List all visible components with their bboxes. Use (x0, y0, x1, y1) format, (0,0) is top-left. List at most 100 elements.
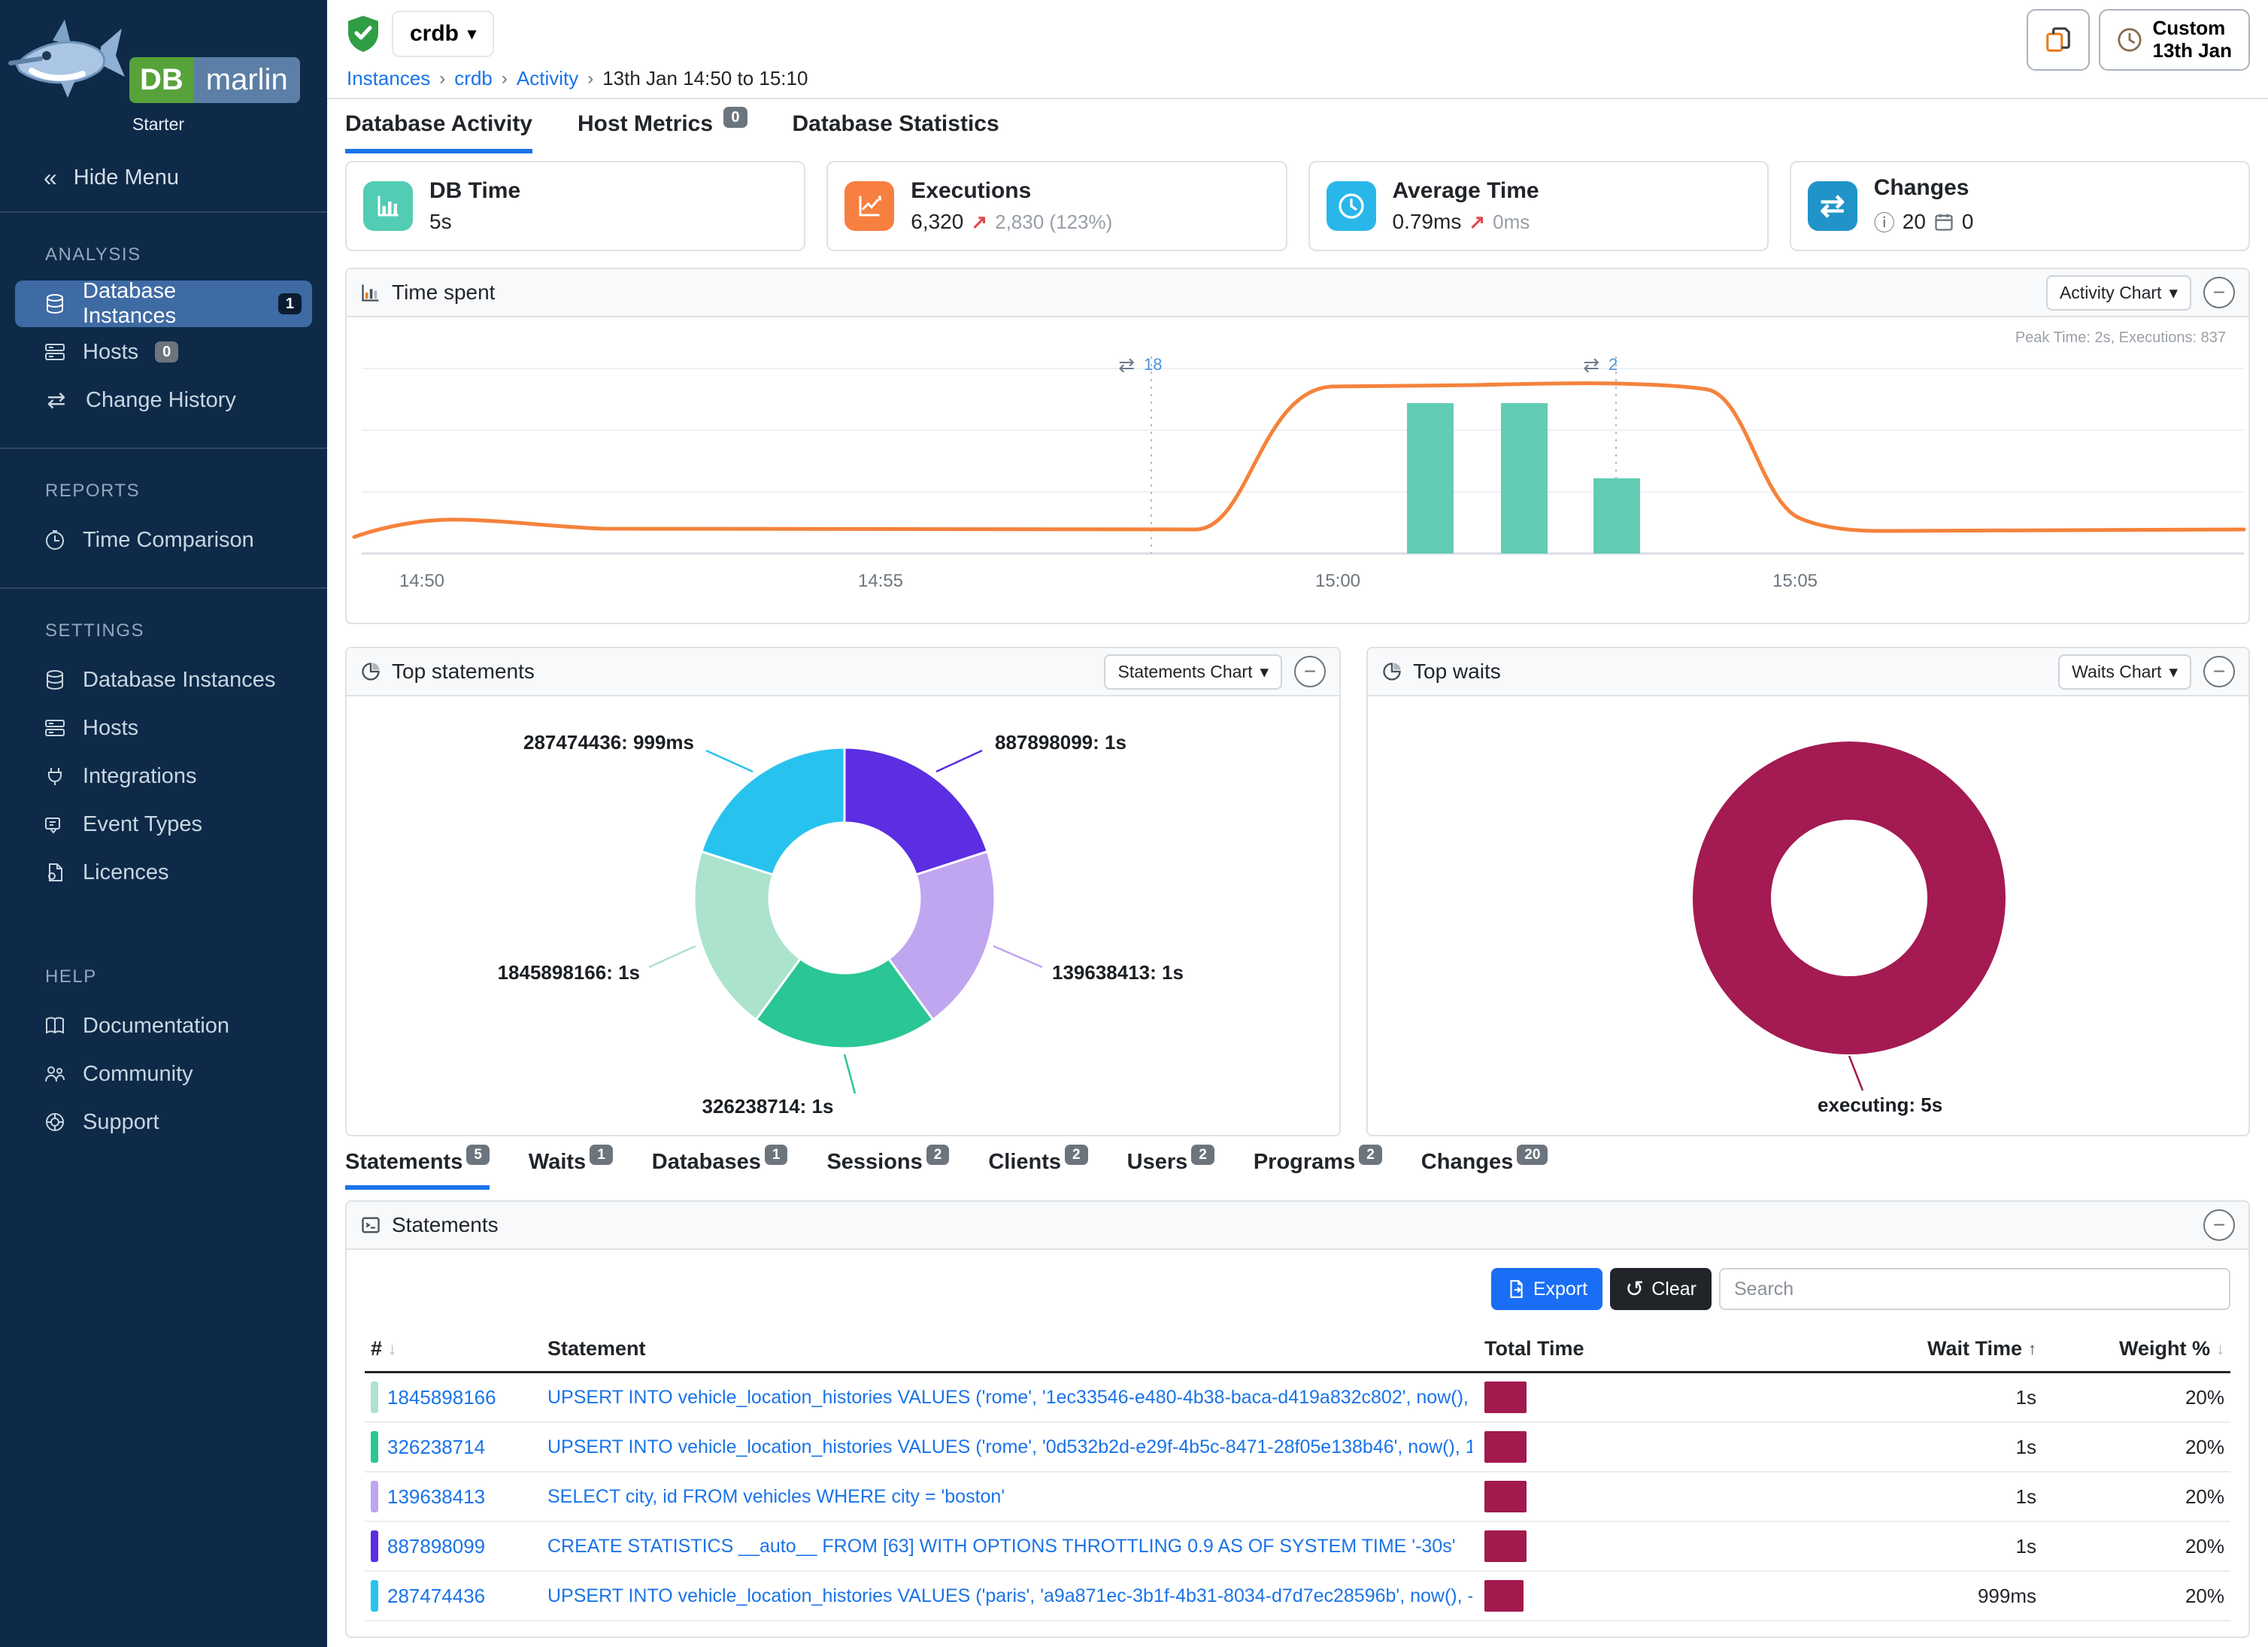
table-row: 287474436 (365, 1572, 541, 1621)
tab-statements[interactable]: Statements 5 (345, 1145, 490, 1190)
sidebar-item-settings-database-instances[interactable]: Database Instances (15, 657, 312, 703)
sidebar-item-documentation[interactable]: Documentation (15, 1002, 312, 1049)
tab-databases[interactable]: Databases 1 (652, 1145, 788, 1185)
instance-selector[interactable]: crdb ▾ (392, 11, 495, 57)
statements-icon (362, 1217, 380, 1233)
statement-id-link[interactable]: 139638413 (387, 1485, 486, 1508)
donut-slice[interactable] (693, 850, 802, 1021)
statement-id-link[interactable]: 887898099 (387, 1534, 486, 1558)
total-time-cell (1478, 1473, 1802, 1522)
activity-chart-select[interactable]: Activity Chart ▾ (2045, 274, 2191, 311)
section-title: ANALYSIS (45, 244, 141, 265)
sidebar-item-settings-hosts[interactable]: Hosts (15, 705, 312, 751)
tab-programs[interactable]: Programs 2 (1254, 1145, 1382, 1185)
tab-database-activity[interactable]: Database Activity (345, 111, 532, 153)
waits-chart-select[interactable]: Waits Chart ▾ (2058, 654, 2191, 690)
logo-wordmark: DB marlin (129, 57, 300, 103)
statement-link[interactable]: SELECT city, id FROM vehicles WHERE city… (547, 1485, 1005, 1507)
activity-bar[interactable] (1593, 478, 1640, 554)
time-range-button[interactable]: Custom 13th Jan (2098, 9, 2250, 71)
change-marker-count[interactable]: 18 (1144, 355, 1162, 374)
database-icon (47, 294, 63, 314)
sidebar-item-event-types[interactable]: Event Types (15, 801, 312, 848)
time-spent-chart: ⇄ 18 ⇄ 2 14:50 14:55 15:00 15:05 (352, 353, 2246, 591)
change-marker-icon[interactable]: ⇄ (1118, 353, 1135, 376)
pie-chart-icon (362, 663, 380, 681)
sidebar-item-community[interactable]: Community (15, 1051, 312, 1097)
sidebar-item-licences[interactable]: Licences (15, 849, 312, 896)
sidebar-item-time-comparison[interactable]: Time Comparison (15, 517, 312, 563)
total-time-bar (1484, 1431, 1527, 1463)
tab-clients[interactable]: Clients 2 (988, 1145, 1088, 1185)
total-time-cell (1478, 1572, 1802, 1621)
tab-users[interactable]: Users 2 (1127, 1145, 1214, 1185)
statement-id-link[interactable]: 287474436 (387, 1584, 486, 1607)
export-button[interactable]: Export (1490, 1268, 1603, 1310)
statement-id-link[interactable]: 326238714 (387, 1435, 486, 1458)
sidebar-item-hosts[interactable]: Hosts 0 (15, 329, 312, 375)
server-icon (45, 344, 65, 360)
statement-link[interactable]: UPSERT INTO vehicle_location_histories V… (547, 1386, 1472, 1408)
tab-changes[interactable]: Changes 20 (1421, 1145, 1548, 1185)
label-leader (1848, 1055, 1864, 1091)
delta-value: 0ms (1493, 210, 1530, 233)
section-title: HELP (45, 966, 97, 987)
change-marker-count[interactable]: 2 (1609, 355, 1618, 374)
card-changes: ⇄ Changes ⓘ 20 0 (1789, 161, 2250, 251)
column-header-wait-time[interactable]: Wait Time ↑ (1802, 1327, 2042, 1373)
sort-icon: ↓ (2216, 1339, 2224, 1358)
statement-link[interactable]: UPSERT INTO vehicle_location_histories V… (547, 1585, 1472, 1606)
donut-slice[interactable] (843, 746, 990, 876)
tab-badge: 5 (466, 1145, 490, 1165)
breadcrumb-activity[interactable]: Activity (516, 67, 579, 89)
tab-badge: 2 (1065, 1145, 1088, 1165)
sidebar-item-database-instances[interactable]: Database Instances 1 (15, 279, 312, 328)
weight-cell: 20% (2042, 1572, 2230, 1621)
copy-link-button[interactable] (2026, 9, 2090, 71)
collapse-panel-button[interactable]: − (1294, 656, 1326, 687)
clear-button[interactable]: ↺ Clear (1610, 1268, 1712, 1310)
donut-slice[interactable] (754, 957, 935, 1050)
sidebar-item-integrations[interactable]: Integrations (15, 753, 312, 799)
donut-slice[interactable] (699, 746, 846, 876)
collapse-panel-button[interactable]: − (2203, 1209, 2235, 1241)
collapse-panel-button[interactable]: − (2203, 277, 2235, 308)
breadcrumb-instances[interactable]: Instances (347, 67, 431, 89)
statement-link[interactable]: CREATE STATISTICS __auto__ FROM [63] WIT… (547, 1535, 1456, 1557)
hide-menu-button[interactable]: « Hide Menu (0, 144, 327, 211)
activity-bar[interactable] (1501, 403, 1548, 554)
column-header-num[interactable]: # ↓ (365, 1327, 541, 1373)
licence-icon (48, 863, 62, 881)
tab-database-statistics[interactable]: Database Statistics (792, 111, 999, 136)
table-row: 1845898166 (365, 1373, 541, 1423)
activity-bar[interactable] (1407, 403, 1454, 554)
change-marker-icon[interactable]: ⇄ (1583, 353, 1599, 376)
breadcrumb-crdb[interactable]: crdb (454, 67, 493, 89)
column-header-total-time[interactable]: Total Time (1478, 1327, 1802, 1373)
statement-id-link[interactable]: 1845898166 (387, 1385, 496, 1409)
tab-sessions[interactable]: Sessions 2 (826, 1145, 950, 1185)
sidebar-item-label: Licences (83, 860, 169, 884)
tab-host-metrics[interactable]: Host Metrics 0 (578, 107, 747, 153)
total-time-bar (1484, 1382, 1527, 1413)
wait-time-cell: 1s (1802, 1373, 2042, 1423)
tab-waits[interactable]: Waits 1 (529, 1145, 613, 1185)
donut-slice[interactable] (1693, 742, 2006, 1054)
slice-label: 287474436: 999ms (523, 731, 694, 754)
total-time-bar (1484, 1580, 1524, 1612)
donut-slice[interactable] (887, 850, 996, 1021)
weight-cell: 20% (2042, 1473, 2230, 1522)
clock-icon (1326, 181, 1376, 231)
collapse-panel-button[interactable]: − (2203, 656, 2235, 687)
statement-link[interactable]: UPSERT INTO vehicle_location_histories V… (547, 1436, 1472, 1457)
sidebar-item-support[interactable]: Support (15, 1099, 312, 1145)
statement-cell: UPSERT INTO vehicle_location_histories V… (541, 1572, 1478, 1621)
statements-chart-select[interactable]: Statements Chart ▾ (1104, 654, 1282, 690)
x-tick: 14:50 (399, 571, 444, 591)
search-input[interactable] (1719, 1268, 2230, 1310)
column-header-weight[interactable]: Weight % ↓ (2042, 1327, 2230, 1373)
column-header-statement[interactable]: Statement (541, 1327, 1478, 1373)
sidebar-item-change-history[interactable]: ⇄ Change History (15, 377, 312, 423)
breadcrumb-separator: › (439, 68, 446, 89)
wait-time-cell: 999ms (1802, 1572, 2042, 1621)
